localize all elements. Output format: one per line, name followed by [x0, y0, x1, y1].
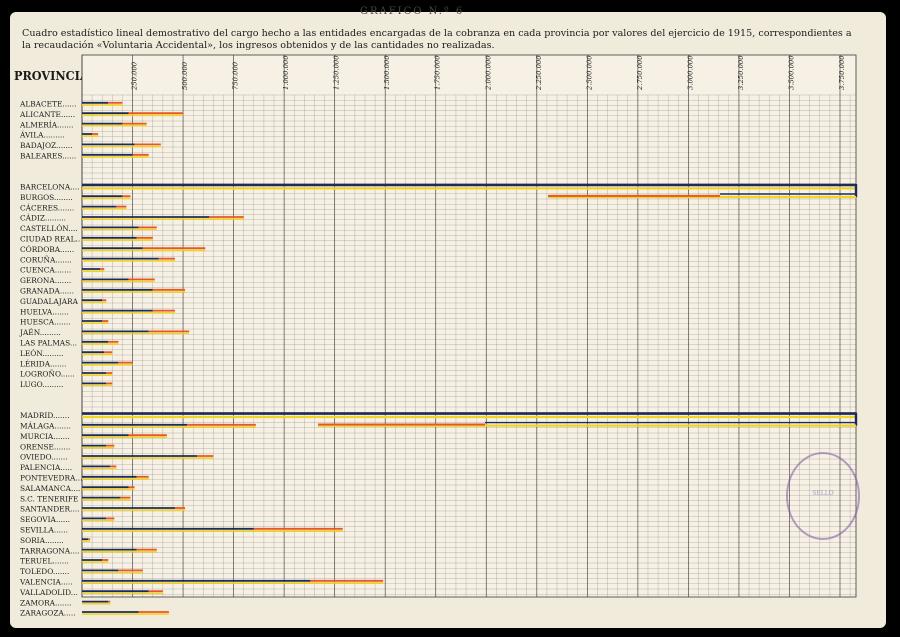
- province-label: LOGROÑO......: [20, 370, 75, 379]
- province-label: SEVILLA......: [20, 526, 68, 535]
- province-label: CIUDAD REAL..: [20, 235, 80, 244]
- province-label: CASTELLÓN....: [20, 224, 78, 233]
- province-label: GRANADA......: [20, 287, 74, 296]
- province-label: BADAJOZ.......: [20, 141, 73, 150]
- province-label: GERONA.......: [20, 276, 71, 285]
- province-label: ORENSE.......: [20, 442, 70, 451]
- province-label: HUESCA.......: [20, 318, 71, 327]
- province-label: LEÓN.........: [20, 349, 64, 358]
- province-label: VALENCIA.....: [19, 578, 73, 587]
- province-label: MÁLAGA.......: [20, 422, 71, 431]
- province-label: HUELVA.......: [20, 307, 69, 316]
- grid-frame: [81, 54, 857, 598]
- chart-number-title: GRAFICO N.º 6: [360, 6, 465, 17]
- province-label: ALMERÍA.......: [19, 120, 73, 129]
- province-label: VALLADOLID...: [19, 588, 78, 597]
- x-tick-label: 3.000.000: [686, 55, 694, 90]
- province-label: ZARAGOZA.....: [20, 609, 76, 618]
- province-label: LÉRIDA.......: [20, 359, 67, 368]
- x-tick-label: 500.000: [181, 61, 189, 90]
- x-tick-label: 3.250.000: [737, 55, 745, 90]
- x-tick-label: 3.750.000: [838, 55, 846, 90]
- province-label: GUADALAJARA: [20, 297, 79, 306]
- province-label: TARRAGONA....: [20, 546, 80, 555]
- provinces-heading: PROVINCIAS: [14, 68, 97, 83]
- province-label: TERUEL.......: [20, 557, 69, 566]
- province-label: ZAMORA.......: [20, 598, 71, 607]
- province-label: LUGO.........: [20, 380, 63, 389]
- x-tick-label: 2.500.000: [585, 55, 593, 91]
- x-tick-label: 2.750.000: [636, 55, 644, 91]
- province-label: MADRID.......: [20, 411, 69, 420]
- province-label: ÁVILA.........: [19, 131, 65, 140]
- province-label: SEGOVIA......: [20, 515, 70, 524]
- province-label: BURGOS........: [20, 193, 73, 202]
- province-label: OVIEDO.......: [20, 453, 68, 462]
- province-label: SALAMANCA....: [20, 484, 80, 493]
- province-label: LAS PALMAS...: [20, 339, 77, 348]
- province-label: ALICANTE......: [19, 110, 75, 119]
- x-tick-label: 2.250.000: [535, 55, 543, 91]
- province-label: S.C. TENERIFE: [20, 494, 78, 503]
- province-label: CUENCA.......: [20, 266, 71, 275]
- x-tick-label: 3.500.000: [787, 55, 795, 90]
- province-label: TOLEDO.......: [20, 567, 69, 576]
- x-tick-label: 1.250.000: [333, 55, 341, 90]
- chart-caption: Cuadro estadístico lineal demostrativo d…: [22, 28, 852, 51]
- province-label: SANTANDER....: [20, 505, 79, 514]
- province-label: ALBACETE......: [19, 100, 76, 109]
- province-label: MURCIA.......: [20, 432, 70, 441]
- x-tick-label: 1.750.000: [434, 55, 442, 90]
- x-tick-label: 1.000.000: [282, 55, 290, 90]
- province-label: BALEARES......: [20, 152, 76, 161]
- x-tick-label: 2.000.000: [484, 55, 492, 91]
- x-tick-label: 250.000: [131, 61, 139, 91]
- x-tick-label: 750.000: [232, 61, 240, 90]
- province-label: PONTEVEDRA...: [20, 474, 82, 483]
- province-label: CÓRDOBA......: [20, 245, 74, 254]
- province-label: PALENCIA.....: [20, 463, 72, 472]
- province-label: SORIA........: [20, 536, 64, 545]
- province-label: CORUÑA.......: [20, 255, 72, 264]
- province-label: BARCELONA....: [20, 183, 80, 192]
- province-label: JAÉN.........: [19, 328, 61, 337]
- official-seal: SELLO: [786, 452, 860, 540]
- x-tick-label: 1.500.000: [383, 55, 391, 90]
- province-label: CÁDIZ.........: [20, 214, 66, 223]
- province-label: CÁCERES.......: [20, 203, 74, 212]
